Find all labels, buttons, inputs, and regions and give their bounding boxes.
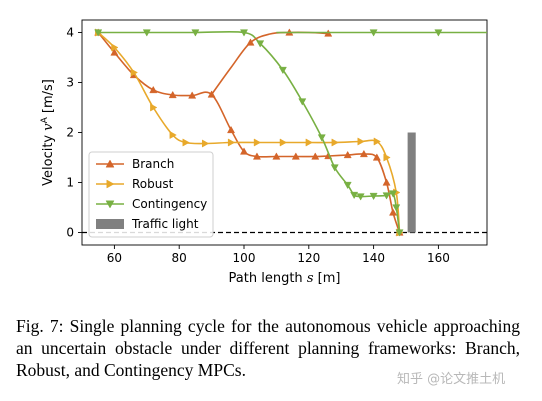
chart-plot-area	[82, 28, 487, 237]
y-axis-label: Velocity vA [m/s]	[40, 79, 56, 186]
data-point-marker	[330, 164, 339, 172]
data-point-marker	[252, 152, 261, 160]
data-point-marker	[239, 147, 249, 155]
data-point-marker	[372, 153, 381, 161]
data-point-marker	[246, 38, 255, 46]
data-point-marker	[369, 29, 378, 37]
data-point-marker	[105, 200, 115, 209]
data-point-marker	[350, 191, 359, 200]
data-point-marker	[373, 137, 381, 146]
data-point-marker	[227, 125, 236, 134]
x-tick-label: 140	[362, 251, 385, 265]
x-tick-label: 60	[107, 251, 122, 265]
data-point-marker	[369, 192, 378, 201]
data-point-marker	[392, 204, 401, 212]
legend-label: Branch	[132, 157, 174, 171]
data-point-marker	[383, 153, 391, 162]
legend-label: Contingency	[132, 197, 207, 211]
data-point-marker	[106, 179, 115, 189]
data-point-marker	[169, 130, 177, 140]
data-point-marker	[389, 208, 398, 216]
data-point-marker	[168, 90, 177, 99]
data-point-marker	[191, 29, 200, 37]
series-line	[210, 31, 329, 95]
velocity-chart: 60 80 100 120 140 160 0 1 2 3 4 Path length s [m] Ve…	[40, 19, 488, 286]
data-point-marker	[298, 98, 307, 106]
data-point-marker	[343, 181, 352, 190]
data-point-marker	[94, 29, 103, 37]
data-point-marker	[357, 137, 365, 146]
data-point-marker	[434, 29, 443, 37]
data-point-marker	[150, 103, 158, 112]
data-point-marker	[149, 85, 158, 94]
y-tick-label: 0	[66, 226, 74, 240]
data-point-marker	[343, 150, 352, 159]
data-point-marker	[239, 29, 249, 37]
legend-box	[88, 151, 214, 238]
data-point-marker	[279, 138, 287, 147]
data-point-marker	[305, 138, 313, 147]
data-point-marker	[356, 193, 365, 201]
data-point-marker	[105, 159, 115, 168]
y-tick-label: 2	[66, 126, 74, 140]
series-4	[276, 29, 487, 37]
data-point-marker	[142, 29, 151, 37]
data-point-marker	[389, 190, 398, 198]
series-1	[95, 28, 404, 237]
data-point-marker	[201, 139, 210, 148]
data-point-marker	[188, 91, 197, 99]
chart-legend: Branch Robust Contingency Traffic light	[88, 151, 214, 238]
data-point-marker	[182, 138, 190, 147]
traffic-light-bar	[407, 132, 416, 233]
data-point-marker	[382, 192, 391, 200]
watermark-text: 知乎 @论文推土机	[397, 372, 506, 387]
data-point-marker	[395, 229, 404, 237]
data-point-marker	[382, 178, 391, 186]
data-point-marker	[227, 138, 236, 147]
data-point-marker	[110, 48, 119, 56]
data-point-marker	[317, 134, 326, 142]
data-point-marker	[272, 152, 281, 160]
data-point-marker	[253, 138, 262, 147]
data-point-marker	[130, 68, 138, 77]
series-3	[210, 28, 333, 95]
chart-axes: 60 80 100 120 140 160 0 1 2 3 4 Path length s [m] Ve…	[40, 19, 488, 286]
data-point-marker	[331, 138, 339, 147]
series-2	[94, 29, 404, 237]
x-axis-label: Path length s [m]	[229, 271, 341, 286]
data-point-marker	[311, 152, 320, 160]
data-point-marker	[278, 66, 287, 75]
legend-label: Robust	[132, 177, 174, 191]
x-tick-label: 100	[233, 251, 256, 265]
figure-caption: Fig. 7: Single planning cycle for the au…	[16, 316, 520, 380]
data-point-marker	[111, 43, 119, 52]
legend-swatch-traffic-light	[96, 219, 124, 229]
x-tick-label: 160	[427, 251, 450, 265]
x-tick-label: 120	[297, 251, 320, 265]
data-point-marker	[256, 40, 265, 48]
data-point-marker	[291, 152, 300, 160]
x-tick-label: 80	[172, 251, 187, 265]
y-tick-label: 1	[66, 176, 74, 190]
y-tick-label: 3	[66, 76, 74, 90]
y-tick-label: 4	[66, 26, 74, 40]
legend-label: Traffic light	[131, 217, 199, 231]
data-point-marker	[359, 149, 368, 158]
